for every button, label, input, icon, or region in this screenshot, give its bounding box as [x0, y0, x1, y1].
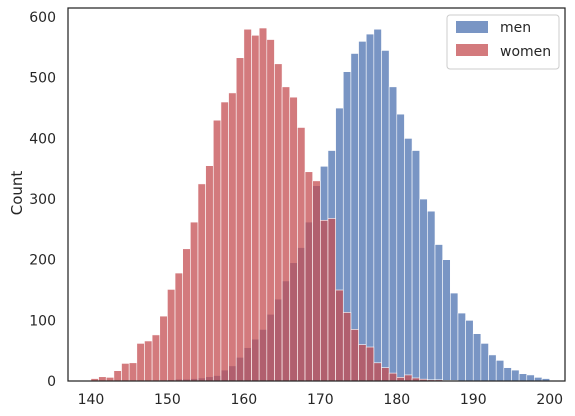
bar-women-151	[174, 272, 183, 382]
bar-women-169	[312, 180, 321, 382]
y-tick-label: 600	[29, 10, 56, 26]
x-tick-label: 140	[78, 392, 105, 408]
bar-women-161	[251, 34, 260, 382]
y-axis: 0 100 200 300 400 500 600	[29, 10, 56, 390]
bar-men-180	[396, 113, 405, 382]
bar-women-148	[151, 334, 161, 382]
bar-women-166	[289, 96, 298, 382]
legend-label-women: women	[500, 44, 551, 60]
bar-women-165	[281, 86, 291, 382]
bar-men-195	[511, 369, 520, 382]
bar-women-176	[365, 346, 375, 382]
bar-women-173	[342, 312, 352, 382]
bar-women-167	[297, 127, 306, 382]
bar-women-155	[205, 165, 214, 382]
x-tick-label: 180	[383, 392, 410, 408]
bar-men-178	[381, 50, 390, 382]
bar-women-154	[197, 183, 206, 382]
x-tick-label: 200	[536, 392, 563, 408]
x-axis: 140 150 160 170 180 190 200	[78, 392, 564, 408]
legend-swatch-women	[456, 44, 488, 56]
bar-men-176	[365, 33, 375, 382]
bar-men-182	[411, 150, 421, 382]
x-tick-label: 190	[460, 392, 487, 408]
bar-women-163	[266, 39, 275, 382]
y-tick-label: 400	[29, 131, 56, 147]
bar-women-150	[167, 289, 176, 382]
bar-women-179	[388, 372, 398, 382]
x-tick-label: 170	[307, 392, 334, 408]
bar-women-160	[243, 28, 252, 382]
y-tick-label: 200	[29, 253, 56, 269]
y-tick-label: 0	[47, 374, 56, 390]
bar-women-175	[358, 344, 367, 382]
bar-women-172	[335, 289, 344, 382]
bar-men-194	[503, 367, 512, 382]
bar-women-147	[144, 340, 153, 382]
y-tick-label: 100	[29, 313, 56, 329]
bar-women-146	[136, 343, 145, 382]
bar-men-188	[457, 312, 466, 382]
y-tick-label: 500	[29, 71, 56, 87]
axes-frame	[67, 7, 566, 382]
bar-men-187	[450, 292, 459, 382]
bar-women-162	[258, 27, 268, 382]
bar-women-171	[327, 218, 336, 382]
bar-women-156	[212, 119, 222, 382]
bar-women-141	[98, 376, 107, 382]
bar-men-190	[472, 333, 482, 382]
bar-men-184	[427, 210, 436, 382]
bar-women-170	[320, 219, 329, 382]
bar-men-193	[495, 360, 505, 382]
bar-women-159	[235, 57, 245, 382]
bar-women-164	[274, 63, 283, 382]
bar-men-197	[526, 374, 535, 382]
bar-women-143	[113, 370, 122, 382]
x-tick-label: 160	[230, 392, 257, 408]
bar-women-152	[182, 248, 191, 382]
bar-men-181	[404, 138, 413, 382]
bar-men-185	[434, 244, 443, 382]
legend-label-men: men	[500, 20, 531, 36]
bar-men-196	[518, 373, 528, 382]
bar-women-144	[121, 363, 130, 382]
bar-women-153	[190, 221, 199, 382]
bar-men-179	[388, 86, 398, 382]
bar-women-181	[404, 374, 413, 382]
bar-men-177	[373, 28, 382, 382]
bar-women-168	[304, 171, 313, 382]
x-tick-label: 150	[154, 392, 181, 408]
bar-men-186	[442, 259, 451, 382]
bar-women-177	[373, 362, 382, 382]
bar-men-183	[419, 198, 428, 382]
y-axis-label: Count	[8, 171, 26, 216]
y-tick-label: 300	[29, 192, 56, 208]
bar-women-145	[128, 362, 138, 382]
bar-men-189	[465, 320, 474, 382]
bar-women-149	[159, 315, 168, 382]
bar-men-191	[480, 343, 489, 382]
bar-women-158	[228, 92, 237, 382]
bar-women-157	[220, 101, 229, 382]
bar-women-178	[381, 367, 390, 382]
legend: men women	[446, 14, 560, 70]
bar-men-175	[358, 41, 367, 382]
bar-women-174	[350, 329, 359, 382]
bar-men-192	[488, 354, 497, 382]
legend-swatch-men	[456, 21, 488, 33]
